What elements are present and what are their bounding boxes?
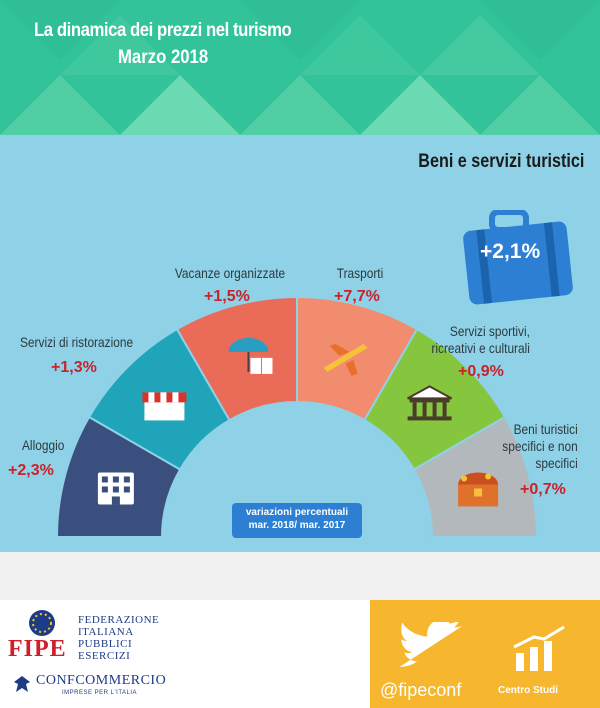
category-value-trasporti: +7,7% (334, 288, 380, 305)
page-subtitle: Marzo 2018 (118, 47, 209, 68)
footer: FIPE FEDERAZIONE ITALIANA PUBBLICI ESERC… (0, 600, 600, 708)
twitter-bird-icon[interactable] (400, 622, 464, 670)
category-value-alloggio: +2,3% (8, 462, 54, 479)
suitcase-icon (463, 210, 573, 305)
bar-chart-icon (513, 625, 565, 671)
hotel-building-icon (97, 472, 134, 505)
treasure-chest-icon (458, 472, 499, 507)
category-label-trasporti: Trasporti (336, 265, 384, 281)
museum-icon (407, 385, 453, 421)
confcommercio-eagle-icon (14, 676, 30, 692)
section-title: Beni e servizi turistici (417, 151, 584, 172)
social-box: @fipeconf Centro Studi (370, 600, 600, 708)
restaurant-awning-icon (142, 392, 187, 421)
fipe-logo: FIPE FEDERAZIONE ITALIANA PUBBLICI ESERC… (0, 600, 370, 708)
header-banner: La dinamica dei prezzi nel turismo Marzo… (0, 0, 600, 135)
infographic-panel: Beni e servizi turistici +2,1% Alloggio … (0, 135, 600, 552)
category-label-ristorazione: Servizi di ristorazione (20, 334, 134, 350)
page-title: La dinamica dei prezzi nel turismo (34, 20, 292, 41)
airplane-icon (323, 343, 368, 376)
confcommercio-wordmark: CONFCOMMERCIO (36, 673, 167, 688)
triangle-pattern (0, 0, 600, 135)
category-label-sportivi: Servizi sportivi, ricreativi e culturali (431, 323, 530, 356)
federazione-text: FEDERAZIONE ITALIANA PUBBLICI ESERCIZI (78, 614, 160, 662)
category-value-beni: +0,7% (520, 481, 566, 498)
semicircle-chart (55, 295, 539, 538)
fipe-wordmark: FIPE (8, 636, 67, 662)
variation-note: variazioni percentuali mar. 2018/ mar. 2… (232, 503, 362, 538)
category-value-ristorazione: +1,3% (51, 359, 97, 376)
category-value-sportivi: +0,9% (458, 363, 504, 380)
category-label-beni: Beni turistici specifici e non specifici (502, 421, 578, 471)
umbrella-book-icon (228, 337, 273, 374)
total-value: +2,1% (480, 240, 541, 263)
twitter-handle[interactable]: @fipeconf (380, 680, 462, 700)
centro-studi-label: Centro Studi (498, 685, 558, 696)
category-label-alloggio: Alloggio (22, 437, 65, 453)
eu-stars-icon (29, 610, 55, 636)
category-value-vacanze: +1,5% (204, 288, 250, 305)
category-label-vacanze: Vacanze organizzate (174, 265, 286, 281)
confcommercio-tagline: IMPRESE PER L'ITALIA (62, 690, 138, 696)
